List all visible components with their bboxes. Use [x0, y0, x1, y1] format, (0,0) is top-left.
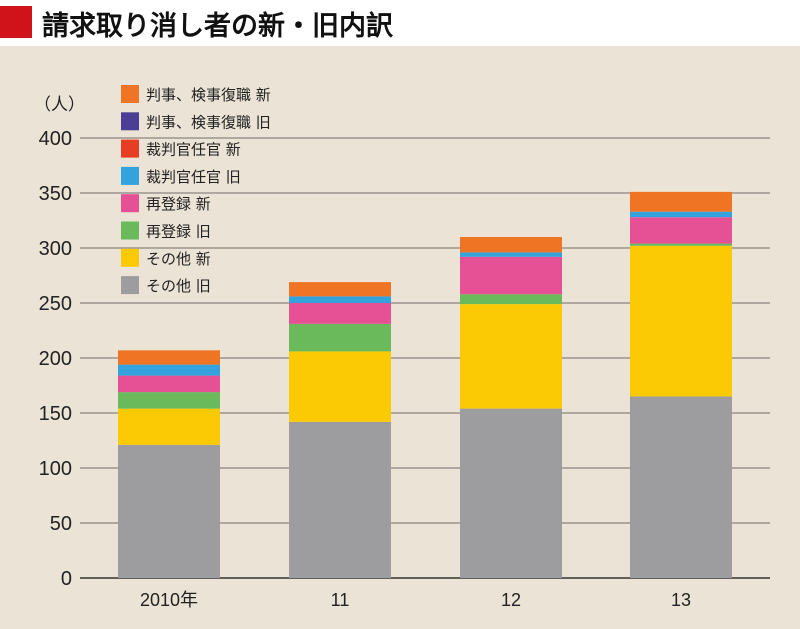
bar-segment — [460, 294, 562, 305]
bar-segment — [289, 303, 391, 324]
legend-label: その他 旧 — [146, 277, 211, 295]
legend-swatch — [121, 85, 139, 103]
bar-segment — [118, 444, 220, 578]
legend-label: 裁判官任官 旧 — [146, 168, 241, 186]
bar-segment — [630, 396, 732, 578]
legend-swatch — [121, 112, 139, 131]
bar-segment — [630, 211, 732, 218]
bar-segment — [118, 392, 220, 409]
y-tick-label: 350 — [39, 183, 72, 205]
x-tick-label: 13 — [671, 590, 691, 610]
y-tick-label: 100 — [39, 458, 72, 480]
bar-segment — [289, 296, 391, 303]
y-tick-label: 250 — [39, 293, 72, 315]
bar-segment — [118, 375, 220, 393]
bar-segment — [460, 252, 562, 257]
bar-segment — [289, 323, 391, 352]
legend-swatch — [121, 139, 139, 158]
legend-swatch — [121, 221, 139, 240]
bar-segment — [630, 217, 732, 244]
legend-swatch — [121, 166, 139, 185]
x-tick-label: 11 — [331, 590, 350, 610]
bar-segment — [460, 237, 562, 253]
bar-segment — [289, 351, 391, 422]
bar-segment — [460, 256, 562, 295]
legend-label: 再登録 新 — [146, 195, 211, 213]
chart-title: 請求取り消し者の新・旧内訳 — [42, 11, 393, 42]
legend-label: 判事、検事復職 新 — [146, 86, 271, 104]
bar-segment — [630, 243, 732, 246]
bar-segment — [289, 421, 391, 578]
x-tick-label: 2010年 — [140, 590, 198, 610]
bar-segment — [630, 191, 732, 212]
header: 請求取り消し者の新・旧内訳 — [0, 0, 800, 46]
legend-swatch — [121, 248, 139, 267]
legend-swatch — [121, 194, 139, 213]
legend-swatch — [121, 276, 139, 295]
legend-label: 再登録 旧 — [146, 223, 211, 241]
bar-segment — [118, 364, 220, 376]
x-tick-label: 12 — [501, 590, 521, 610]
bar-segment — [630, 245, 732, 397]
y-tick-label: 400 — [39, 128, 72, 150]
bar-segment — [118, 408, 220, 445]
bar-segment — [118, 350, 220, 365]
legend-label: 判事、検事復職 旧 — [146, 113, 271, 131]
legend-label: 裁判官任官 新 — [146, 141, 241, 159]
y-axis-label: （人） — [34, 95, 85, 115]
y-tick-label: 200 — [39, 348, 72, 370]
y-tick-label: 0 — [61, 568, 72, 590]
bar-segment — [460, 408, 562, 578]
y-tick-label: 150 — [39, 403, 72, 425]
title-marker — [0, 6, 32, 38]
legend-label: その他 新 — [146, 250, 211, 268]
y-tick-label: 50 — [50, 513, 72, 535]
bar-segment — [460, 304, 562, 409]
y-tick-label: 300 — [39, 238, 72, 260]
bar-segment — [289, 282, 391, 297]
